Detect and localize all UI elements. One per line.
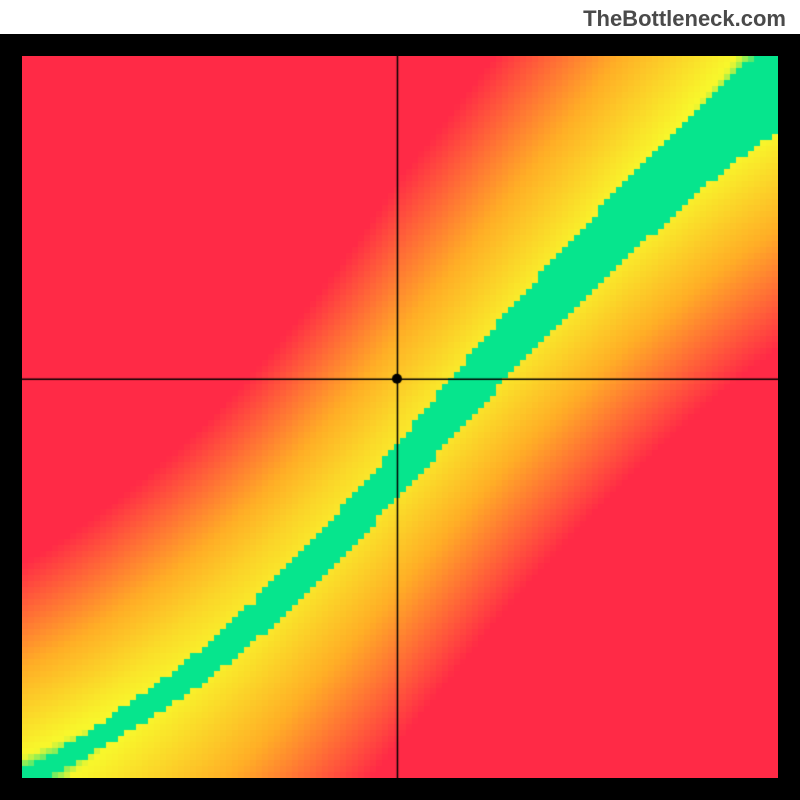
bottleneck-heatmap [22, 56, 778, 778]
chart-container: TheBottleneck.com [0, 0, 800, 800]
watermark-text: TheBottleneck.com [583, 6, 786, 32]
chart-frame-border [0, 34, 800, 800]
